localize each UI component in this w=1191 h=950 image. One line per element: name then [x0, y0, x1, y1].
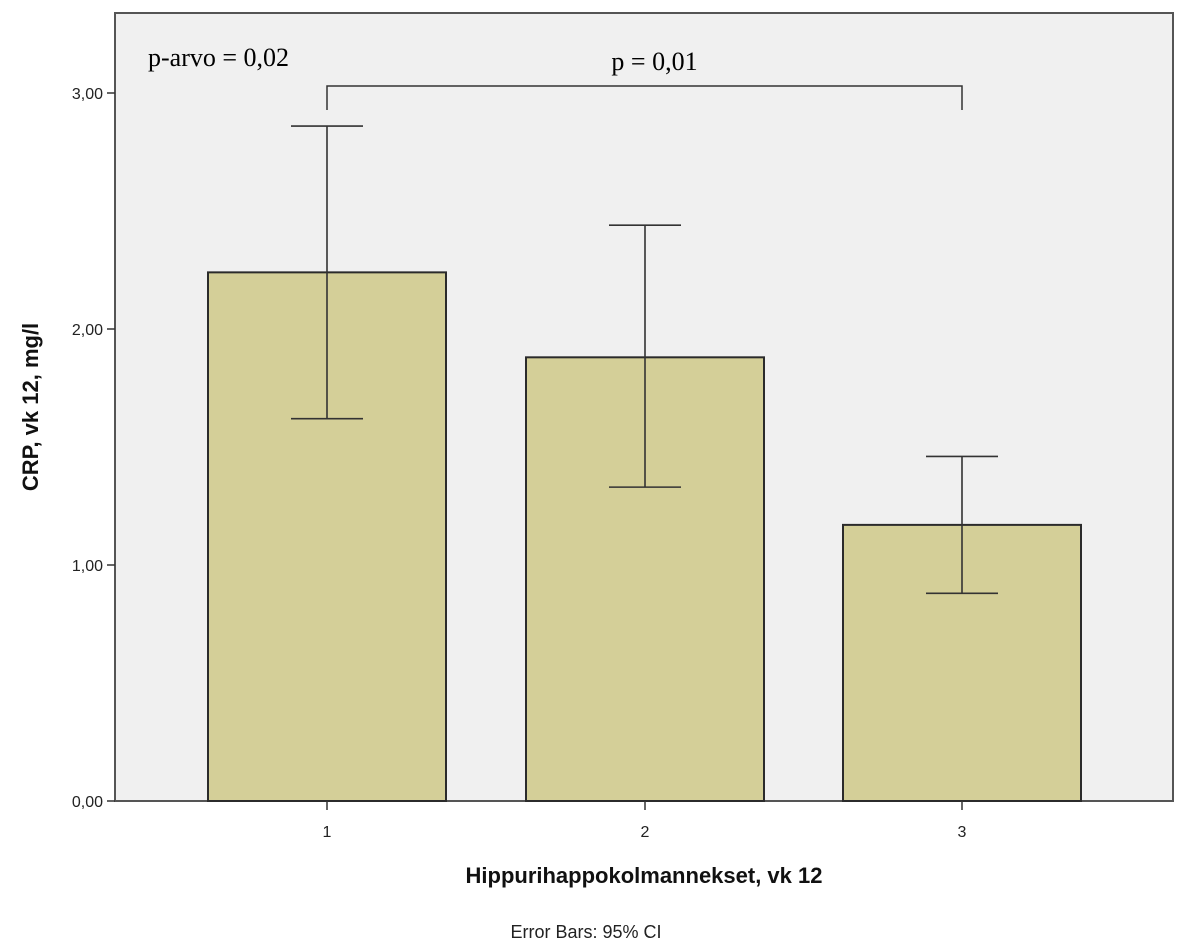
error-bar-1: [291, 125, 363, 420]
annotations-layer: p-arvo = 0,02 p = 0,01: [148, 43, 963, 110]
y-tick-label: 3,00: [72, 86, 103, 103]
x-tick-label: 1: [323, 824, 332, 841]
x-axis-title: Hippurihappokolmannekset, vk 12: [466, 863, 823, 888]
y-tick-label: 1,00: [72, 558, 103, 575]
y-tick-label: 2,00: [72, 322, 103, 339]
y-tick-label: 0,00: [72, 794, 103, 811]
y-axis: 0,00 1,00 2,00 3,00: [72, 86, 115, 811]
error-bar-3: [926, 455, 998, 595]
x-tick-label: 2: [641, 824, 650, 841]
error-bars-layer: [291, 125, 998, 595]
significance-bracket: [326, 85, 963, 110]
x-tick-label: 3: [958, 824, 967, 841]
y-axis-title: CRP, vk 12, mg/l: [18, 323, 43, 491]
error-bar-2: [609, 224, 681, 488]
x-axis: 1 2 3: [323, 801, 967, 841]
bracket-p-value-label: p = 0,01: [611, 47, 697, 76]
error-bars-note: Error Bars: 95% CI: [510, 922, 661, 942]
p-value-overall-label: p-arvo = 0,02: [148, 43, 289, 72]
